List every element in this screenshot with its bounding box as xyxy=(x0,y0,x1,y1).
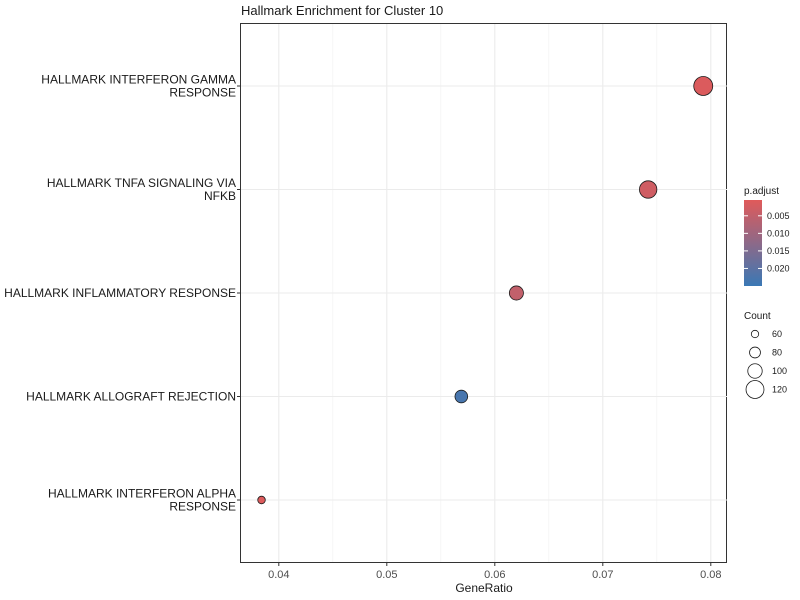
y-tick-label: HALLMARK INFLAMMATORY RESPONSE xyxy=(4,286,236,300)
data-point xyxy=(257,495,266,505)
y-tick-label: HALLMARK TNFA SIGNALING VIA xyxy=(47,176,236,190)
count-legend-key xyxy=(745,380,765,399)
data-point xyxy=(693,76,714,96)
p-adjust-legend: p.adjust 0.005 0.010 0.015 0.020 xyxy=(744,186,790,286)
y-tick-label: RESPONSE xyxy=(169,86,236,100)
colorbar-tick-label: 0.020 xyxy=(767,263,790,273)
x-tick-label: 0.04 xyxy=(268,569,289,581)
data-points xyxy=(257,76,714,505)
x-tick-label: 0.06 xyxy=(484,569,505,581)
data-point xyxy=(508,285,524,301)
count-legend-key xyxy=(747,363,763,379)
colorbar-tick-label: 0.010 xyxy=(767,228,790,238)
count-legend-title: Count xyxy=(744,311,771,322)
x-tick-label: 0.08 xyxy=(700,569,721,581)
p-adjust-colorbar xyxy=(744,200,762,286)
count-legend-key xyxy=(750,329,760,339)
grid-lines xyxy=(241,24,727,562)
y-tick-label: RESPONSE xyxy=(169,500,236,514)
colorbar-tick-label: 0.015 xyxy=(767,246,790,256)
x-axis: 0.04 0.05 0.06 0.07 0.08 xyxy=(268,562,722,581)
colorbar-tick-label: 0.005 xyxy=(767,211,790,221)
y-axis: HALLMARK INTERFERON GAMMARESPONSEHALLMAR… xyxy=(4,73,241,514)
y-tick-label: HALLMARK ALLOGRAFT REJECTION xyxy=(26,390,236,404)
y-tick-label: HALLMARK INTERFERON ALPHA xyxy=(48,487,236,501)
count-legend-label: 80 xyxy=(772,348,782,358)
chart-title: Hallmark Enrichment for Cluster 10 xyxy=(241,3,443,18)
p-adjust-legend-title: p.adjust xyxy=(744,186,779,197)
count-legend-label: 100 xyxy=(772,366,787,376)
x-tick-label: 0.07 xyxy=(592,569,613,581)
y-tick-label: HALLMARK INTERFERON GAMMA xyxy=(41,73,236,87)
count-legend: Count 60 80 100 120 xyxy=(744,311,787,399)
count-legend-key xyxy=(749,346,761,359)
data-point xyxy=(454,389,469,404)
data-point xyxy=(639,180,658,199)
x-tick-label: 0.05 xyxy=(376,569,397,581)
count-legend-label: 120 xyxy=(772,385,787,395)
y-tick-label: NFKB xyxy=(204,189,236,203)
count-legend-label: 60 xyxy=(772,329,782,339)
x-axis-label: GeneRatio xyxy=(455,581,513,595)
